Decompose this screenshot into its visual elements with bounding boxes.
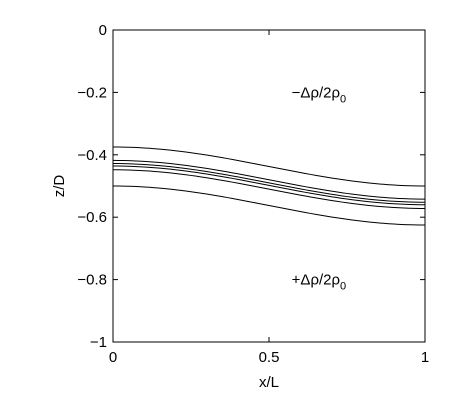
y-tick-label: 0 [99, 22, 107, 39]
x-tick-label: 0.5 [259, 349, 280, 366]
plot-frame [112, 29, 426, 343]
annotation-subscript: 0 [340, 93, 346, 105]
y-tick-label: −0.4 [77, 147, 107, 164]
x-axis-ticks: 0 0.5 1 [109, 30, 429, 366]
series-line-6 [112, 185, 426, 226]
y-tick-label: −1 [90, 334, 107, 351]
series-line-1 [112, 146, 426, 187]
x-axis-label: x/L [259, 374, 279, 391]
y-axis-label: z/D [51, 175, 68, 198]
annotation-text: +Δρ/2ρ [292, 272, 340, 289]
annotation-upper-layer: −Δρ/2ρ0 [292, 84, 346, 105]
series-line-4 [112, 165, 426, 206]
y-tick-label: −0.8 [77, 272, 107, 289]
x-tick-label: 1 [421, 349, 429, 366]
annotations: −Δρ/2ρ0+Δρ/2ρ0 [292, 84, 346, 292]
annotation-text: −Δρ/2ρ [292, 84, 340, 101]
x-tick-label: 0 [109, 349, 117, 366]
y-axis-ticks: 0 −0.2 −0.4 −0.6 −0.8 −1 [77, 22, 425, 351]
y-tick-label: −0.2 [77, 84, 107, 101]
series-group [112, 146, 426, 226]
series-line-5 [112, 169, 426, 209]
series-line-2 [112, 159, 426, 200]
series-line-3 [112, 163, 426, 203]
annotation-subscript: 0 [340, 281, 346, 293]
annotation-lower-layer: +Δρ/2ρ0 [292, 272, 346, 293]
y-tick-label: −0.6 [77, 209, 107, 226]
